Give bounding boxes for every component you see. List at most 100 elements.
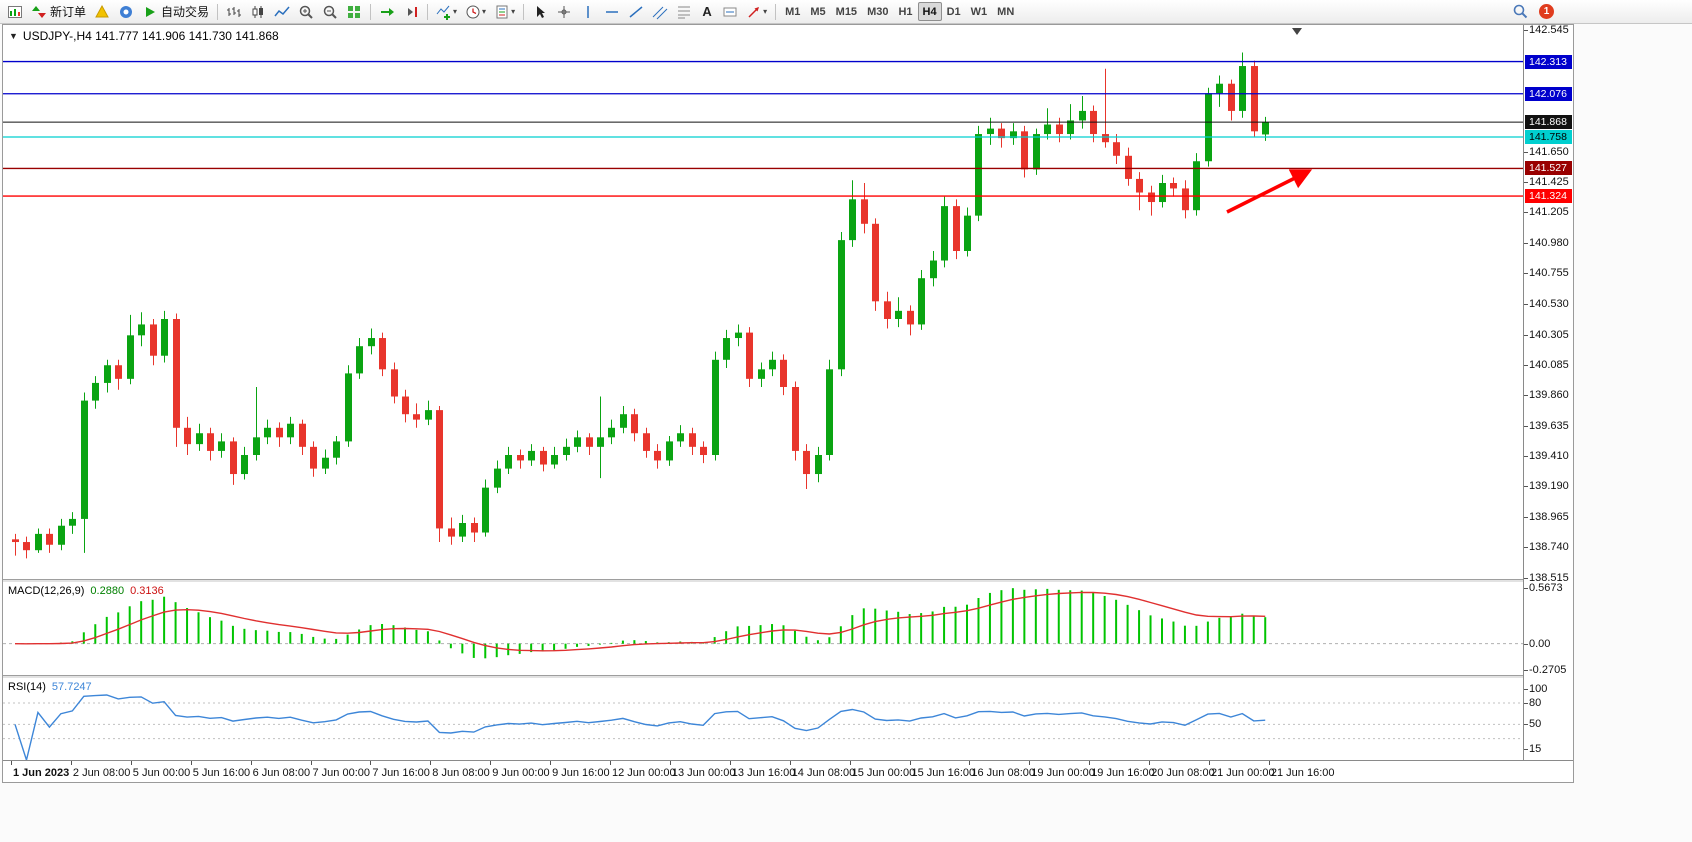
tile-windows-button[interactable] [342,2,366,22]
notification-badge[interactable]: 1 [1539,4,1554,19]
auto-trading-button[interactable]: 自动交易 [138,2,213,22]
candlestick-chart-button[interactable] [246,2,270,22]
time-tick-label: 20 Jun 08:00 [1151,767,1215,779]
candle-body [826,369,833,455]
chart-shift-marker[interactable] [1292,28,1302,35]
time-tick-label: 21 Jun 16:00 [1270,767,1335,779]
auto-scroll-button[interactable] [375,2,399,22]
axis-tick [1524,486,1528,488]
rsi-panel[interactable] [3,678,1523,760]
search-icon[interactable] [1512,3,1529,20]
metaeditor-button[interactable] [90,2,114,22]
cursor-button[interactable] [528,2,552,22]
arrows-tool-button[interactable]: ▾ [742,2,771,22]
candle-body [563,446,570,455]
candle-body [735,332,742,339]
timeframe-m15-button[interactable]: M15 [831,2,862,21]
timeframe-m5-button[interactable]: M5 [805,2,830,21]
label-icon [723,7,737,16]
candle-body [769,359,776,370]
crosshair-button[interactable] [552,2,576,22]
axis-tick [1524,334,1528,336]
candle-body [448,528,455,537]
time-tick-label: 14 Jun 08:00 [791,767,856,779]
time-tick [310,761,312,765]
time-tick [849,761,851,765]
macd-panel[interactable] [3,582,1523,675]
zoom-out-button[interactable] [318,2,342,22]
time-tick [190,761,192,765]
toolbar-separator [523,3,525,20]
time-tick [1268,761,1270,765]
cursor-icon [537,5,546,18]
vertical-line-button[interactable] [576,2,600,22]
time-tick [669,761,671,765]
timeframe-m1-button[interactable]: M1 [780,2,805,21]
candle-body [872,223,879,302]
panel-splitter[interactable] [3,579,1573,582]
time-tick-label: 9 Jun 16:00 [552,767,610,779]
fibonacci-icon [678,6,691,18]
bar-chart-button[interactable] [222,2,246,22]
candlestick-chart-icon [252,5,264,18]
candle-body [459,523,466,537]
price-axis[interactable]: 142.545 141.650 141.425 141.205 140.980 140.7… [1523,24,1573,760]
crosshair-icon [558,5,571,18]
trend-arrow-annotation[interactable] [1226,169,1313,214]
time-axis[interactable]: 1 Jun 2023 2 Jun 08:00 5 Jun 00:00 5 Jun 16… [3,760,1573,782]
indicators-button[interactable]: ▾ [432,2,461,22]
chart-shift-button[interactable] [399,2,423,22]
price-chart-canvas[interactable] [3,25,1523,579]
new-chart-button[interactable] [3,2,27,22]
time-tick [1029,761,1031,765]
timeframe-h1-button[interactable]: H1 [893,2,917,21]
new-order-button[interactable]: 新订单 [27,2,90,22]
main-toolbar: 新订单 自动交易 ▾ ▾ ▾ [0,0,1692,24]
zoom-in-button[interactable] [294,2,318,22]
text-tool-button[interactable]: A [696,2,718,22]
fibonacci-button[interactable] [672,2,696,22]
candle-body [391,369,398,397]
templates-icon [496,5,508,18]
arrows-icon [748,6,760,18]
candle-body [299,423,306,447]
time-tick [130,761,132,765]
channel-button[interactable] [648,2,672,22]
candle-body [81,400,88,519]
timeframe-m30-button[interactable]: M30 [862,2,893,21]
label-tool-button[interactable] [718,2,742,22]
candle-body [987,128,994,135]
templates-button[interactable]: ▾ [490,2,519,22]
rsi-value: 57.7247 [51,681,92,693]
candle-body [1216,83,1223,94]
line-chart-button[interactable] [270,2,294,22]
trendline-icon [629,5,643,18]
trendline-button[interactable] [624,2,648,22]
horizontal-line-button[interactable] [600,2,624,22]
candle-body [964,215,971,251]
timeframe-mn-button[interactable]: MN [992,2,1019,21]
channel-icon [652,6,668,19]
candle-body [115,365,122,379]
candle-body [264,427,271,438]
timeframe-w1-button[interactable]: W1 [966,2,993,21]
one-click-trading-toggle[interactable]: ▼ [9,30,18,41]
candle-body [528,450,535,461]
axis-tick [1524,643,1528,645]
axis-tick [1524,212,1528,214]
panel-splitter[interactable] [3,675,1573,678]
price-tick-label: 142.545 [1529,24,1569,36]
candle-body [746,332,753,379]
candle-body [1170,183,1177,189]
axis-tick [1524,456,1528,458]
time-tick [729,761,731,765]
periods-button[interactable]: ▾ [461,2,490,22]
timeframe-d1-button[interactable]: D1 [942,2,966,21]
candle-body [379,338,386,370]
candle-body [838,240,845,370]
market-button[interactable] [114,2,138,22]
chevron-down-icon: ▾ [511,7,516,16]
axis-tick [1524,304,1528,306]
timeframe-h4-button[interactable]: H4 [917,2,942,21]
chart-window: ▼ USDJPY-,H4 141.777 141.906 141.730 141… [2,24,1574,783]
